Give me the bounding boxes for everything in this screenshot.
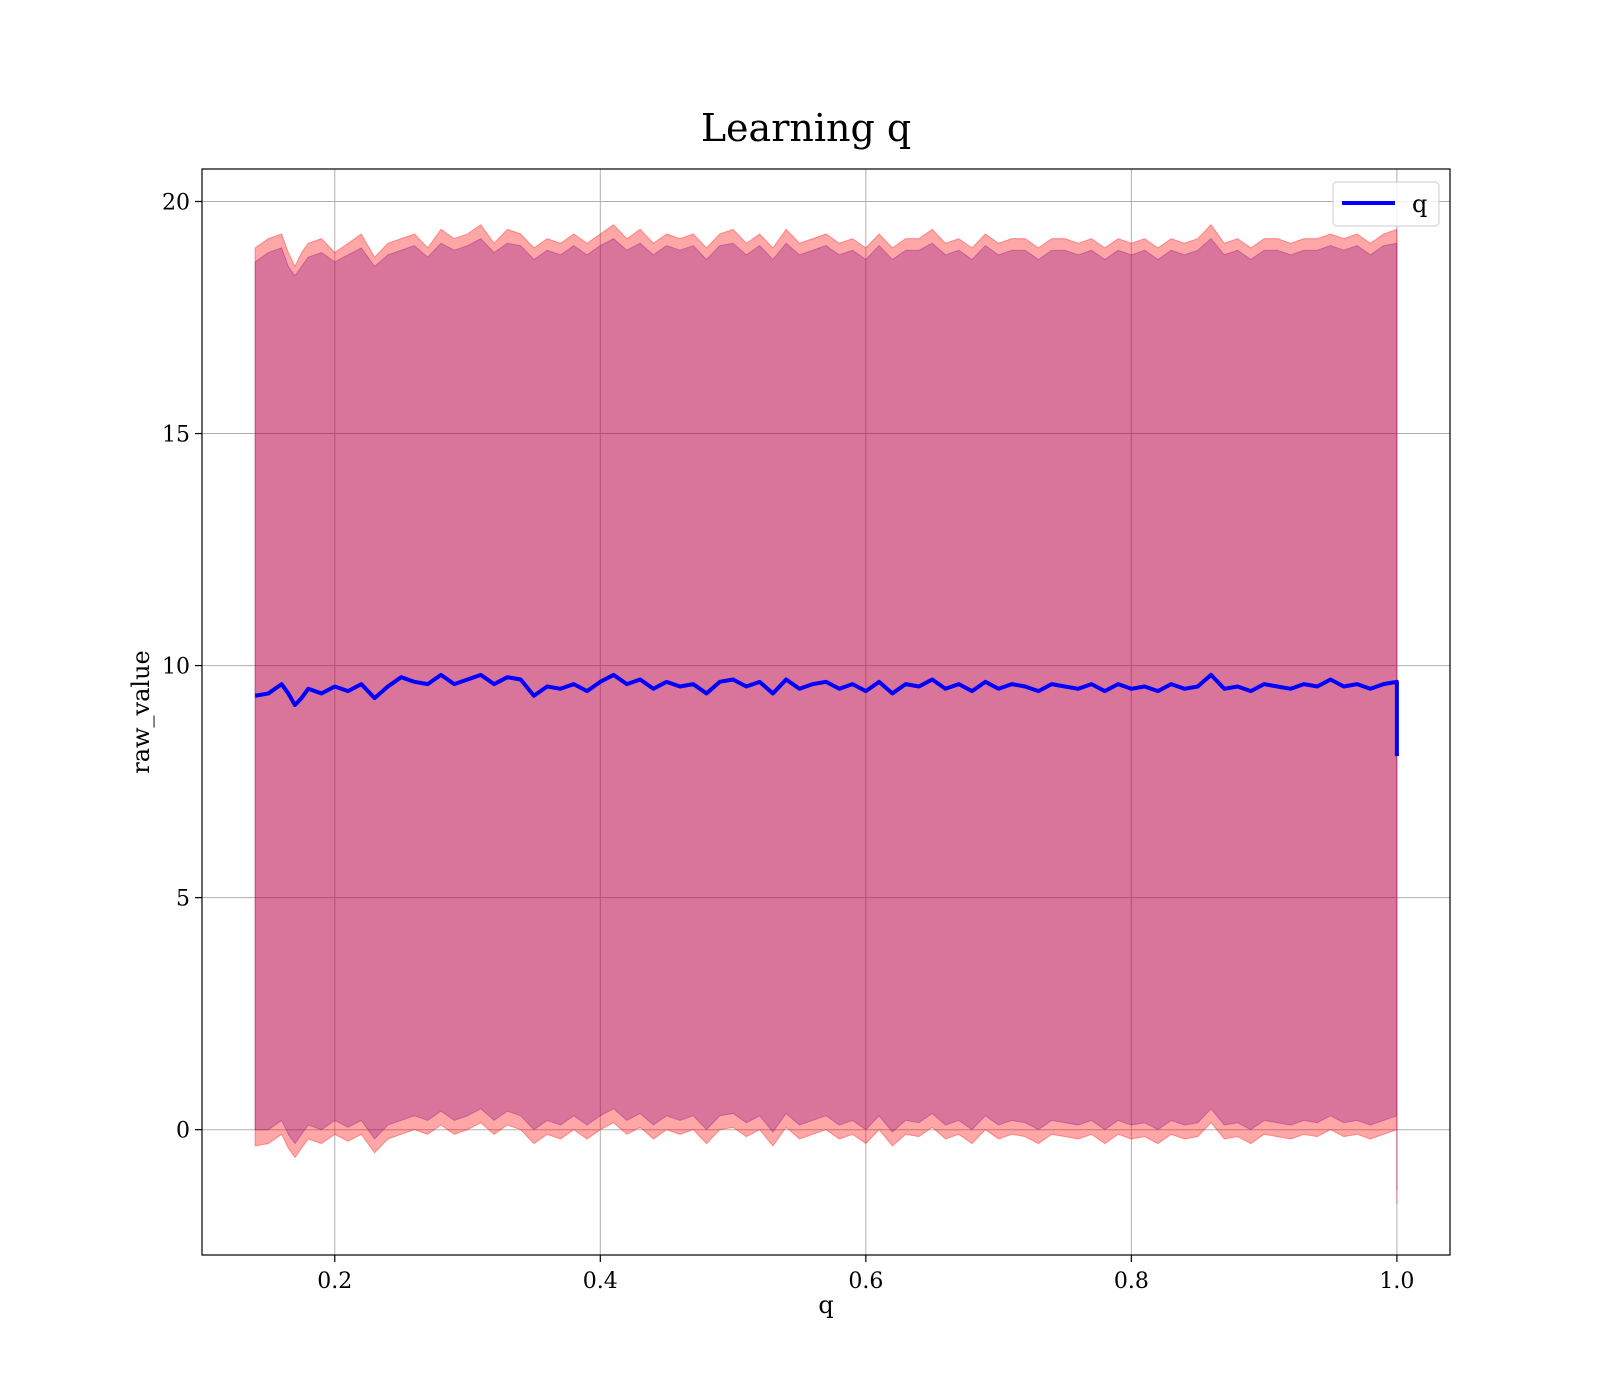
x-tick-label: 0.2 xyxy=(317,1269,352,1294)
x-axis-ticks: 0.2 0.4 0.6 0.8 1.0 xyxy=(317,1255,1414,1294)
series-lines xyxy=(254,672,1399,757)
x-tick-label: 0.6 xyxy=(848,1269,883,1294)
y-tick-label: 20 xyxy=(162,190,190,215)
legend: q xyxy=(1332,181,1440,227)
x-axis-label: q xyxy=(818,1291,833,1319)
y-tick-label: 15 xyxy=(162,423,190,448)
y-tick-label: 5 xyxy=(176,887,190,912)
confidence-band xyxy=(254,223,1398,1204)
chart-title: Learning q xyxy=(701,106,911,150)
y-axis-label: raw_value xyxy=(127,650,155,774)
confidence-band xyxy=(254,237,1398,1191)
plot-frame xyxy=(201,168,1451,1256)
x-tick-label: 1.0 xyxy=(1379,1269,1414,1294)
x-tick-label: 0.8 xyxy=(1114,1269,1149,1294)
confidence-bands xyxy=(254,223,1398,1204)
series-line xyxy=(254,672,1399,757)
legend-label: q xyxy=(1412,190,1427,218)
y-tick-label: 0 xyxy=(176,1119,190,1144)
y-axis-ticks: 0 5 10 15 20 xyxy=(162,190,202,1144)
x-tick-label: 0.4 xyxy=(583,1269,618,1294)
y-tick-label: 10 xyxy=(162,655,190,680)
